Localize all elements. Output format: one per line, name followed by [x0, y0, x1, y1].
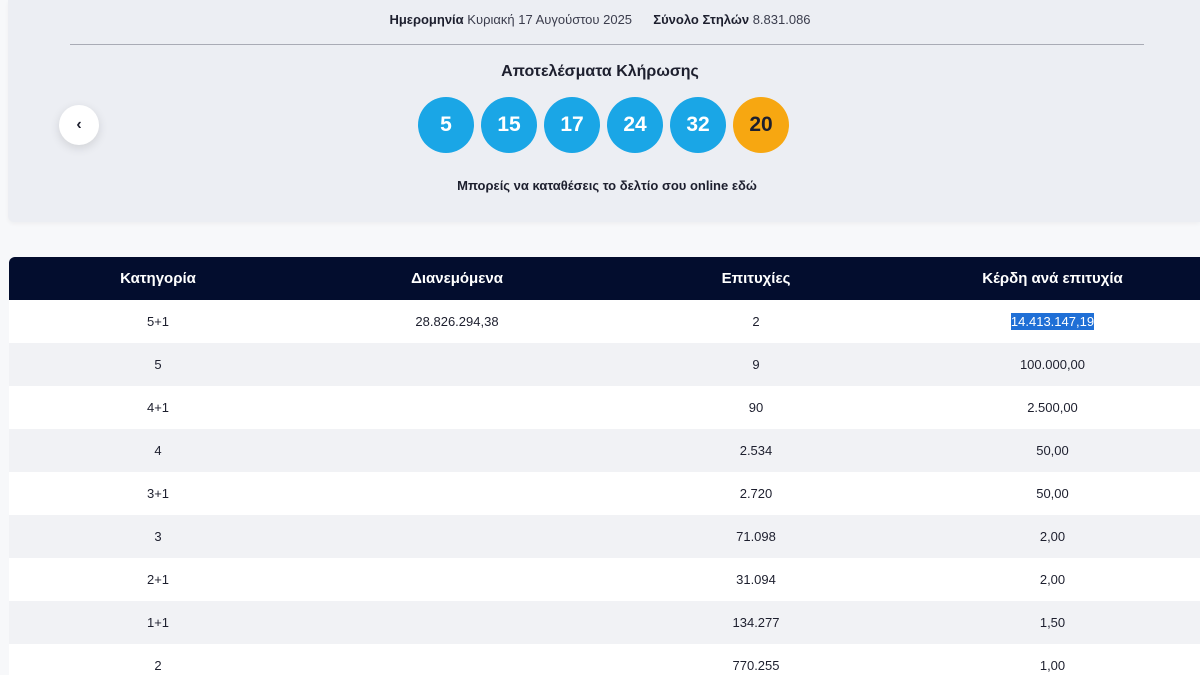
results-title: Αποτελέσματα Κλήρωσης — [501, 63, 699, 80]
prize-cell: 14.413.147,19 — [905, 300, 1200, 343]
category-cell: 2 — [154, 658, 162, 673]
distributed-cell — [307, 515, 607, 558]
prize-cell: 50,00 — [1036, 443, 1069, 458]
category-cell: 3+1 — [146, 486, 170, 501]
prize-cell: 2,00 — [1039, 572, 1066, 587]
date-label: Ημερομηνία — [389, 12, 464, 27]
draw-results-panel — [8, 0, 1200, 222]
winners-cell: 2.534 — [739, 443, 773, 458]
joker-ball: 20 — [733, 97, 789, 153]
category-cell: 4+1 — [146, 400, 170, 415]
distributed-cell — [307, 343, 607, 386]
header-winners: Επιτυχίες — [721, 270, 791, 287]
winners-cell: 770.255 — [732, 658, 780, 673]
table-row: 2+1 31.094 2,00 — [9, 558, 1200, 601]
category-cell: 3 — [154, 529, 162, 544]
number-ball: 32 — [670, 97, 726, 153]
prize-cell: 50,00 — [1036, 486, 1069, 501]
divider — [70, 44, 1144, 45]
total-columns-label: Σύνολο Στηλών — [653, 12, 750, 27]
winners-cell: 2 — [752, 314, 760, 329]
previous-draw-button[interactable]: ‹ — [59, 105, 99, 145]
winners-cell: 90 — [748, 400, 764, 415]
header-prize: Κέρδη ανά επιτυχία — [982, 270, 1123, 287]
category-cell: 5+1 — [146, 314, 170, 329]
category-cell: 4 — [154, 443, 162, 458]
distributed-cell — [307, 386, 607, 429]
prize-table: Κατηγορία Διανεμόμενα Επιτυχίες Κέρδη αν… — [9, 257, 1200, 675]
table-row: 4+1 90 2.500,00 — [9, 386, 1200, 429]
distributed-cell — [307, 601, 607, 644]
prize-cell: 1,00 — [1039, 658, 1066, 673]
winners-cell: 31.094 — [736, 572, 776, 587]
category-cell: 2+1 — [146, 572, 170, 587]
date-value: Κυριακή 17 Αυγούστου 2025 — [467, 12, 633, 27]
distributed-cell — [307, 558, 607, 601]
table-row: 3 71.098 2,00 — [9, 515, 1200, 558]
header-distributed: Διανεμόμενα — [411, 270, 503, 287]
prize-cell: 2,00 — [1039, 529, 1066, 544]
prize-cell: 2.500,00 — [1027, 400, 1078, 415]
table-header-row: Κατηγορία Διανεμόμενα Επιτυχίες Κέρδη αν… — [9, 257, 1200, 300]
winners-cell: 71.098 — [736, 529, 776, 544]
distributed-cell — [307, 429, 607, 472]
category-cell: 5 — [154, 357, 162, 372]
number-ball: 15 — [481, 97, 537, 153]
online-submit-link[interactable]: Μπορείς να καταθέσεις το δελτίο σου onli… — [457, 178, 757, 193]
table-row: 3+1 2.720 50,00 — [9, 472, 1200, 515]
number-ball: 5 — [418, 97, 474, 153]
table-row: 4 2.534 50,00 — [9, 429, 1200, 472]
selected-text: 14.413.147,19 — [1010, 313, 1095, 330]
table-row: 5 9 100.000,00 — [9, 343, 1200, 386]
winning-numbers: 5 15 17 24 32 20 — [418, 97, 789, 153]
number-ball: 17 — [544, 97, 600, 153]
prize-cell: 1,50 — [1039, 615, 1066, 630]
winners-cell: 2.720 — [739, 486, 773, 501]
prize-table-container: Κατηγορία Διανεμόμενα Επιτυχίες Κέρδη αν… — [9, 257, 1200, 675]
distributed-cell: 28.826.294,38 — [415, 314, 499, 329]
distributed-cell — [307, 644, 607, 675]
number-ball: 24 — [607, 97, 663, 153]
chevron-left-icon: ‹ — [76, 116, 82, 133]
winners-cell: 9 — [752, 357, 760, 372]
table-row: 2 770.255 1,00 — [9, 644, 1200, 675]
category-cell: 1+1 — [146, 615, 170, 630]
prize-cell: 100.000,00 — [1019, 357, 1086, 372]
total-columns-value: 8.831.086 — [752, 12, 811, 27]
draw-meta: Ημερομηνία Κυριακή 17 Αυγούστου 2025 Σύν… — [0, 12, 1200, 27]
table-row: 5+1 28.826.294,38 2 14.413.147,19 — [9, 300, 1200, 343]
header-category: Κατηγορία — [120, 270, 196, 287]
table-row: 1+1 134.277 1,50 — [9, 601, 1200, 644]
distributed-cell — [307, 472, 607, 515]
winners-cell: 134.277 — [732, 615, 780, 630]
